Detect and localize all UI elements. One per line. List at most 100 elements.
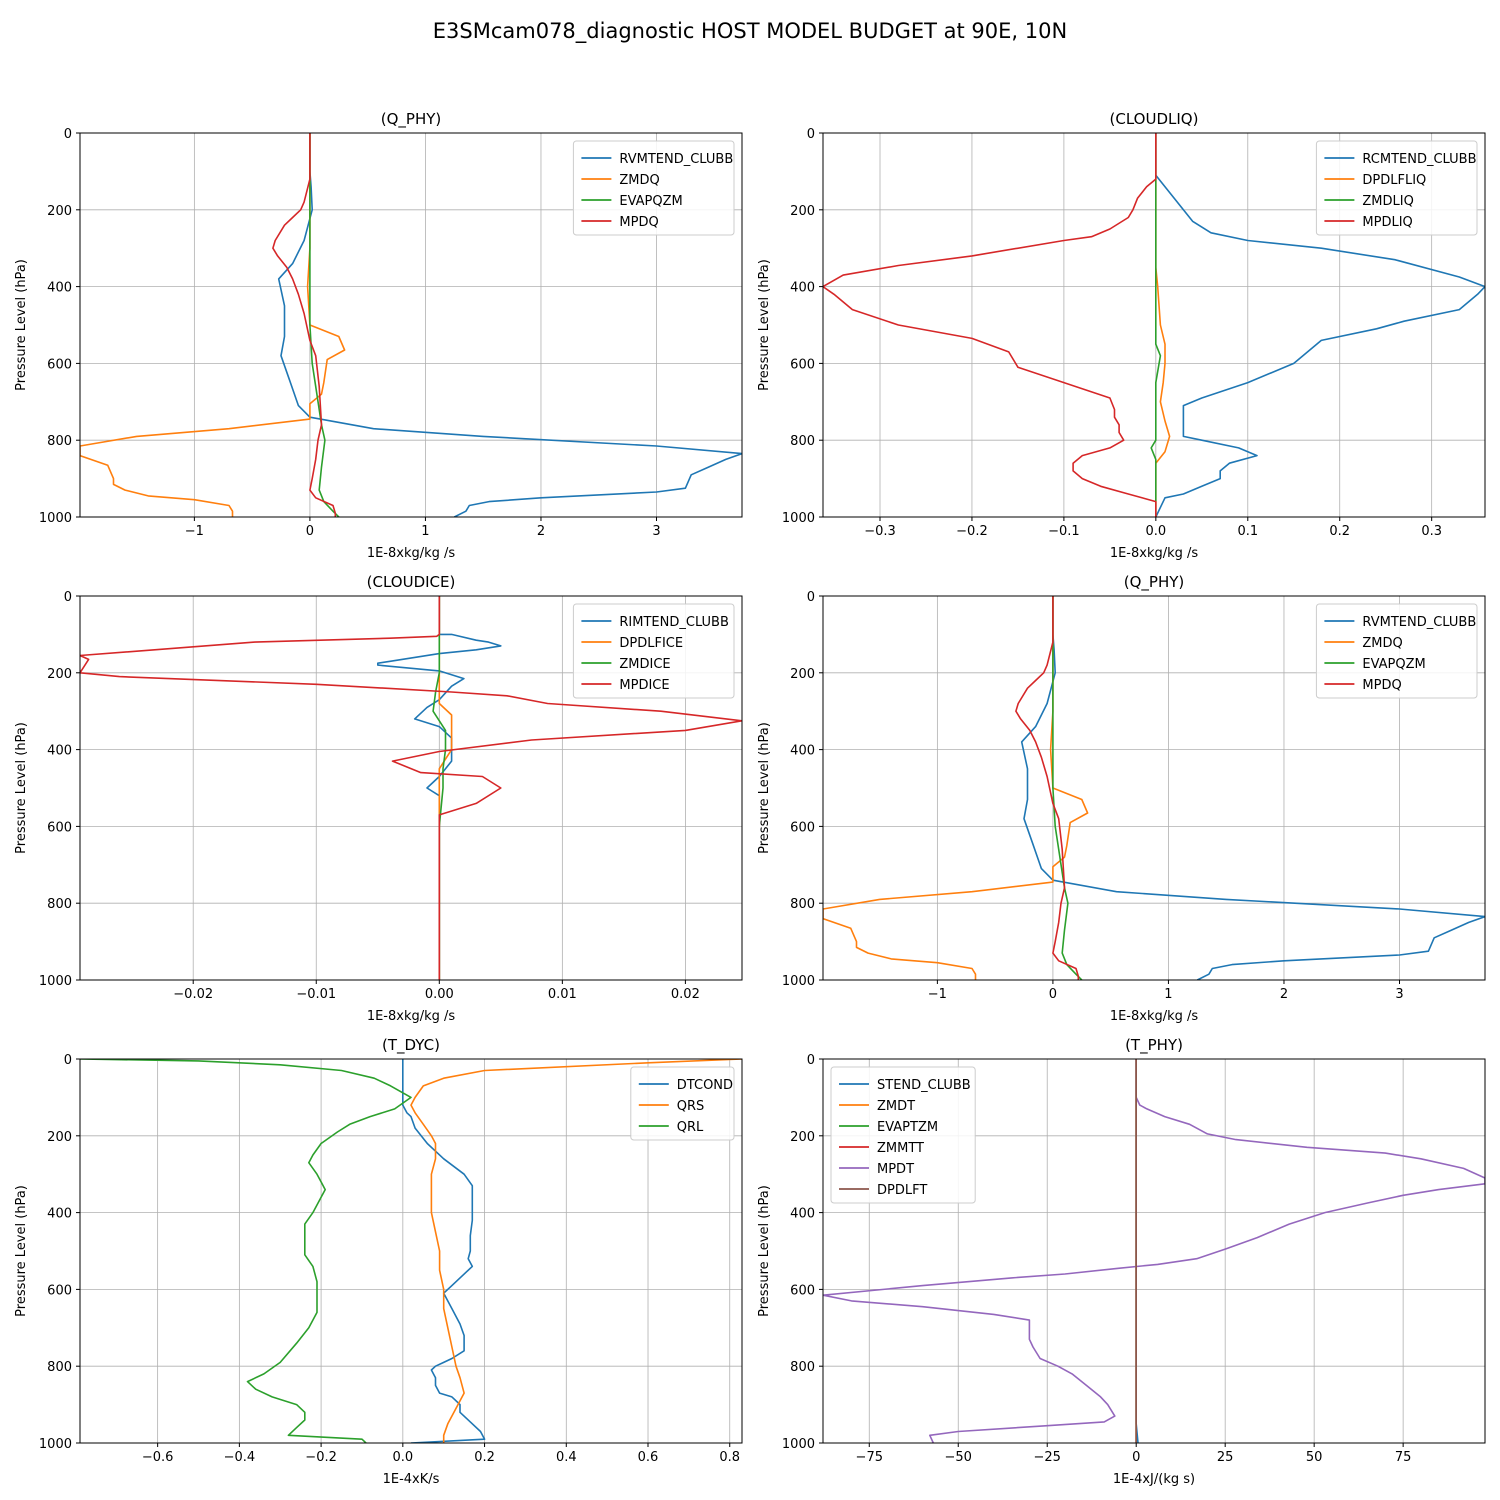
y-tick-label: 0	[807, 127, 815, 142]
legend-label: ZMDLIQ	[1362, 194, 1413, 209]
y-tick-label: 600	[790, 1283, 815, 1298]
legend-label: QRS	[677, 1099, 705, 1114]
series-line-zmdq	[823, 596, 1089, 980]
y-tick-label: 200	[47, 204, 72, 219]
y-tick-label: 200	[790, 1130, 815, 1145]
y-tick-label: 0	[64, 1053, 72, 1068]
series-line-evapqzm	[1052, 596, 1083, 980]
x-tick-label: 0.0	[1145, 524, 1166, 539]
chart-panel-4: −1 0 1 2 3 0 200 400 600 800 1000 (Q_PHY) 1E-8xkg/kg…	[757, 573, 1486, 1024]
legend-label: DPDLFLIQ	[1362, 173, 1426, 188]
x-tick-label: 0.3	[1421, 524, 1442, 539]
x-tick-label: 50	[1306, 1450, 1323, 1465]
legend: RCMTEND_CLUBB DPDLFLIQ ZMDLIQ MPDLIQ	[1315, 140, 1478, 236]
x-tick-label: 3	[652, 524, 660, 539]
legend-label: MPDICE	[619, 678, 669, 693]
plot-frame	[79, 595, 743, 981]
x-tick-label: −50	[945, 1450, 972, 1465]
x-tick-label: 0.2	[474, 1450, 495, 1465]
legend-label: EVAPQZM	[619, 194, 682, 209]
y-tick-label: 0	[64, 127, 72, 142]
series-line-rvmtend_clubb	[277, 133, 742, 517]
series-group	[823, 133, 1485, 517]
x-tick-label: 0.00	[425, 987, 454, 1002]
y-tick-label: 600	[47, 357, 72, 372]
y-tick-label: 0	[64, 590, 72, 605]
y-axis-label: Pressure Level (hPa)	[14, 1185, 29, 1317]
legend-label: EVAPTZM	[877, 1120, 938, 1135]
y-tick-label: 200	[790, 204, 815, 219]
legend: DTCOND QRS QRL	[630, 1066, 735, 1141]
legend-label: ZMDQ	[619, 173, 659, 188]
legend-label: DPDLFICE	[619, 636, 683, 651]
x-axis-label: 1E-4xJ/(kg s)	[1113, 1472, 1195, 1487]
y-tick-label: 400	[47, 281, 72, 296]
y-tick-label: 1000	[782, 511, 815, 526]
panel-title: (Q_PHY)	[1124, 573, 1185, 592]
plot-frame	[822, 1058, 1486, 1444]
series-line-mpdq	[1015, 596, 1080, 980]
x-tick-label: 0.6	[638, 1450, 659, 1465]
legend-label: DPDLFT	[877, 1183, 927, 1198]
x-tick-label: 25	[1217, 1450, 1234, 1465]
y-tick-label: 600	[47, 820, 72, 835]
x-tick-label: 0	[1132, 1450, 1140, 1465]
y-tick-label: 1000	[39, 1437, 72, 1452]
y-tick-label: 200	[790, 667, 815, 682]
plot-frame	[79, 1058, 743, 1444]
panel-title: (CLOUDLIQ)	[1110, 110, 1199, 128]
y-axis-label: Pressure Level (hPa)	[757, 259, 772, 391]
legend: STEND_CLUBB ZMDT EVAPTZM ZMMTT MPDT DPDLFT	[830, 1066, 976, 1204]
legend-label: RIMTEND_CLUBB	[619, 615, 729, 630]
legend-box	[1315, 603, 1478, 699]
x-tick-label: 0.1	[1237, 524, 1258, 539]
legend: RIMTEND_CLUBB DPDLFICE ZMDICE MPDICE	[572, 603, 735, 699]
series-group	[80, 1059, 742, 1443]
x-tick-label: 0	[306, 524, 314, 539]
legend-label: RVMTEND_CLUBB	[619, 152, 733, 167]
y-tick-label: 800	[790, 897, 815, 912]
series-line-mpdice	[80, 596, 742, 980]
legend-box	[830, 1066, 976, 1204]
x-tick-label: −0.02	[173, 987, 213, 1002]
x-tick-label: −0.2	[956, 524, 988, 539]
x-tick-label: 2	[537, 524, 545, 539]
x-axis-label: 1E-8xkg/kg /s	[367, 546, 456, 561]
y-axis-label: Pressure Level (hPa)	[14, 722, 29, 854]
y-tick-label: 1000	[39, 511, 72, 526]
y-tick-label: 400	[790, 1207, 815, 1222]
series-line-rvmtend_clubb	[1020, 596, 1485, 980]
x-tick-label: −0.6	[142, 1450, 174, 1465]
legend-label: MPDQ	[1362, 678, 1401, 693]
x-axis-label: 1E-8xkg/kg /s	[1110, 1009, 1199, 1024]
y-tick-label: 600	[47, 1283, 72, 1298]
panel-title: (T_PHY)	[1125, 1036, 1183, 1055]
x-tick-label: 0.0	[392, 1450, 413, 1465]
chart-panel-5: −0.6 −0.4 −0.2 0.0 0.2 0.4 0.6 0.8 0 200 400 600 800…	[14, 1036, 743, 1487]
legend-label: ZMDICE	[619, 657, 670, 672]
series-line-dpdlfliq	[1155, 133, 1171, 517]
legend-box	[572, 603, 735, 699]
series-line-rcmtend_clubb	[1155, 133, 1485, 517]
chart-panel-2: −0.3 −0.2 −0.1 0.0 0.1 0.2 0.3 0 200 400 600 800 100…	[757, 110, 1486, 561]
legend-label: QRL	[677, 1120, 704, 1135]
panel-title: (Q_PHY)	[381, 110, 442, 129]
series-line-zmdice	[432, 596, 447, 980]
y-tick-label: 1000	[782, 974, 815, 989]
series-group	[80, 133, 742, 517]
chart-panel-1: −1 0 1 2 3 0 200 400 600 800 1000 (Q_PHY) 1E-8xkg/kg…	[14, 110, 743, 561]
x-tick-label: 0	[1049, 987, 1057, 1002]
y-tick-label: 800	[47, 897, 72, 912]
legend-label: RVMTEND_CLUBB	[1362, 615, 1476, 630]
x-tick-label: −0.01	[296, 987, 336, 1002]
series-line-mpdliq	[823, 133, 1157, 517]
plot-frame	[822, 132, 1486, 518]
plot-frame	[822, 595, 1486, 981]
chart-panel-3: −0.02 −0.01 0.00 0.01 0.02 0 200 400 600 800 1000 (…	[14, 573, 743, 1024]
x-tick-label: 3	[1395, 987, 1403, 1002]
legend-label: RCMTEND_CLUBB	[1362, 152, 1476, 167]
series-line-mpdq	[272, 133, 337, 517]
legend-label: MPDQ	[619, 215, 658, 230]
x-tick-label: 75	[1395, 1450, 1412, 1465]
